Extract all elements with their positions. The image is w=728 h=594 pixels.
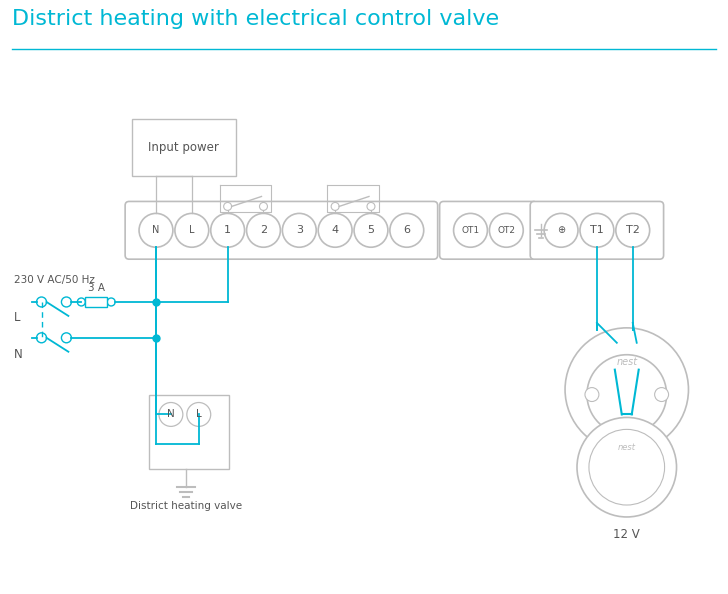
- Text: OT1: OT1: [462, 226, 480, 235]
- Circle shape: [454, 213, 488, 247]
- Text: 2: 2: [260, 225, 267, 235]
- FancyBboxPatch shape: [132, 119, 236, 176]
- FancyBboxPatch shape: [530, 201, 664, 259]
- Text: L: L: [189, 225, 194, 235]
- Circle shape: [247, 213, 280, 247]
- Circle shape: [580, 213, 614, 247]
- Circle shape: [259, 203, 267, 210]
- Circle shape: [633, 421, 637, 424]
- FancyBboxPatch shape: [85, 297, 107, 307]
- Circle shape: [565, 328, 689, 451]
- FancyBboxPatch shape: [618, 434, 636, 449]
- Circle shape: [36, 333, 47, 343]
- Text: 6: 6: [403, 225, 411, 235]
- Circle shape: [616, 213, 649, 247]
- Text: 3: 3: [296, 225, 303, 235]
- Text: OT2: OT2: [497, 226, 515, 235]
- FancyBboxPatch shape: [440, 201, 537, 259]
- Circle shape: [61, 333, 71, 343]
- Circle shape: [36, 297, 47, 307]
- Text: 4: 4: [331, 225, 339, 235]
- Text: Input power: Input power: [149, 141, 219, 154]
- Circle shape: [544, 213, 578, 247]
- Circle shape: [585, 387, 599, 402]
- Circle shape: [210, 213, 245, 247]
- Text: District heating with electrical control valve: District heating with electrical control…: [12, 10, 499, 29]
- Text: ⊕: ⊕: [557, 225, 565, 235]
- Circle shape: [187, 403, 210, 426]
- Text: 5: 5: [368, 225, 374, 235]
- Circle shape: [354, 213, 388, 247]
- Circle shape: [318, 213, 352, 247]
- Circle shape: [589, 429, 665, 505]
- Text: 1: 1: [224, 225, 232, 235]
- Circle shape: [107, 298, 115, 306]
- FancyBboxPatch shape: [125, 201, 438, 259]
- Text: T2: T2: [626, 225, 640, 235]
- Circle shape: [331, 203, 339, 210]
- Text: N: N: [167, 409, 175, 419]
- Text: N: N: [14, 348, 23, 361]
- Text: 230 V AC/50 Hz: 230 V AC/50 Hz: [14, 275, 95, 285]
- Circle shape: [159, 403, 183, 426]
- FancyBboxPatch shape: [149, 394, 229, 469]
- Circle shape: [223, 203, 232, 210]
- Text: L: L: [14, 311, 20, 324]
- Circle shape: [390, 213, 424, 247]
- Circle shape: [489, 213, 523, 247]
- Text: nest: nest: [616, 356, 637, 366]
- Text: 3 A: 3 A: [88, 283, 105, 293]
- Circle shape: [367, 203, 375, 210]
- Circle shape: [622, 421, 626, 424]
- Circle shape: [654, 387, 668, 402]
- Circle shape: [77, 298, 85, 306]
- Text: N: N: [152, 225, 159, 235]
- Circle shape: [577, 418, 676, 517]
- Text: 12 V: 12 V: [614, 529, 640, 541]
- Circle shape: [587, 355, 667, 434]
- Text: District heating valve: District heating valve: [130, 501, 242, 511]
- Circle shape: [628, 421, 632, 424]
- Circle shape: [175, 213, 209, 247]
- Circle shape: [61, 297, 71, 307]
- Text: T1: T1: [590, 225, 604, 235]
- Circle shape: [617, 421, 621, 424]
- Circle shape: [282, 213, 316, 247]
- Circle shape: [139, 213, 173, 247]
- Text: L: L: [196, 409, 202, 419]
- Text: nest: nest: [618, 443, 636, 452]
